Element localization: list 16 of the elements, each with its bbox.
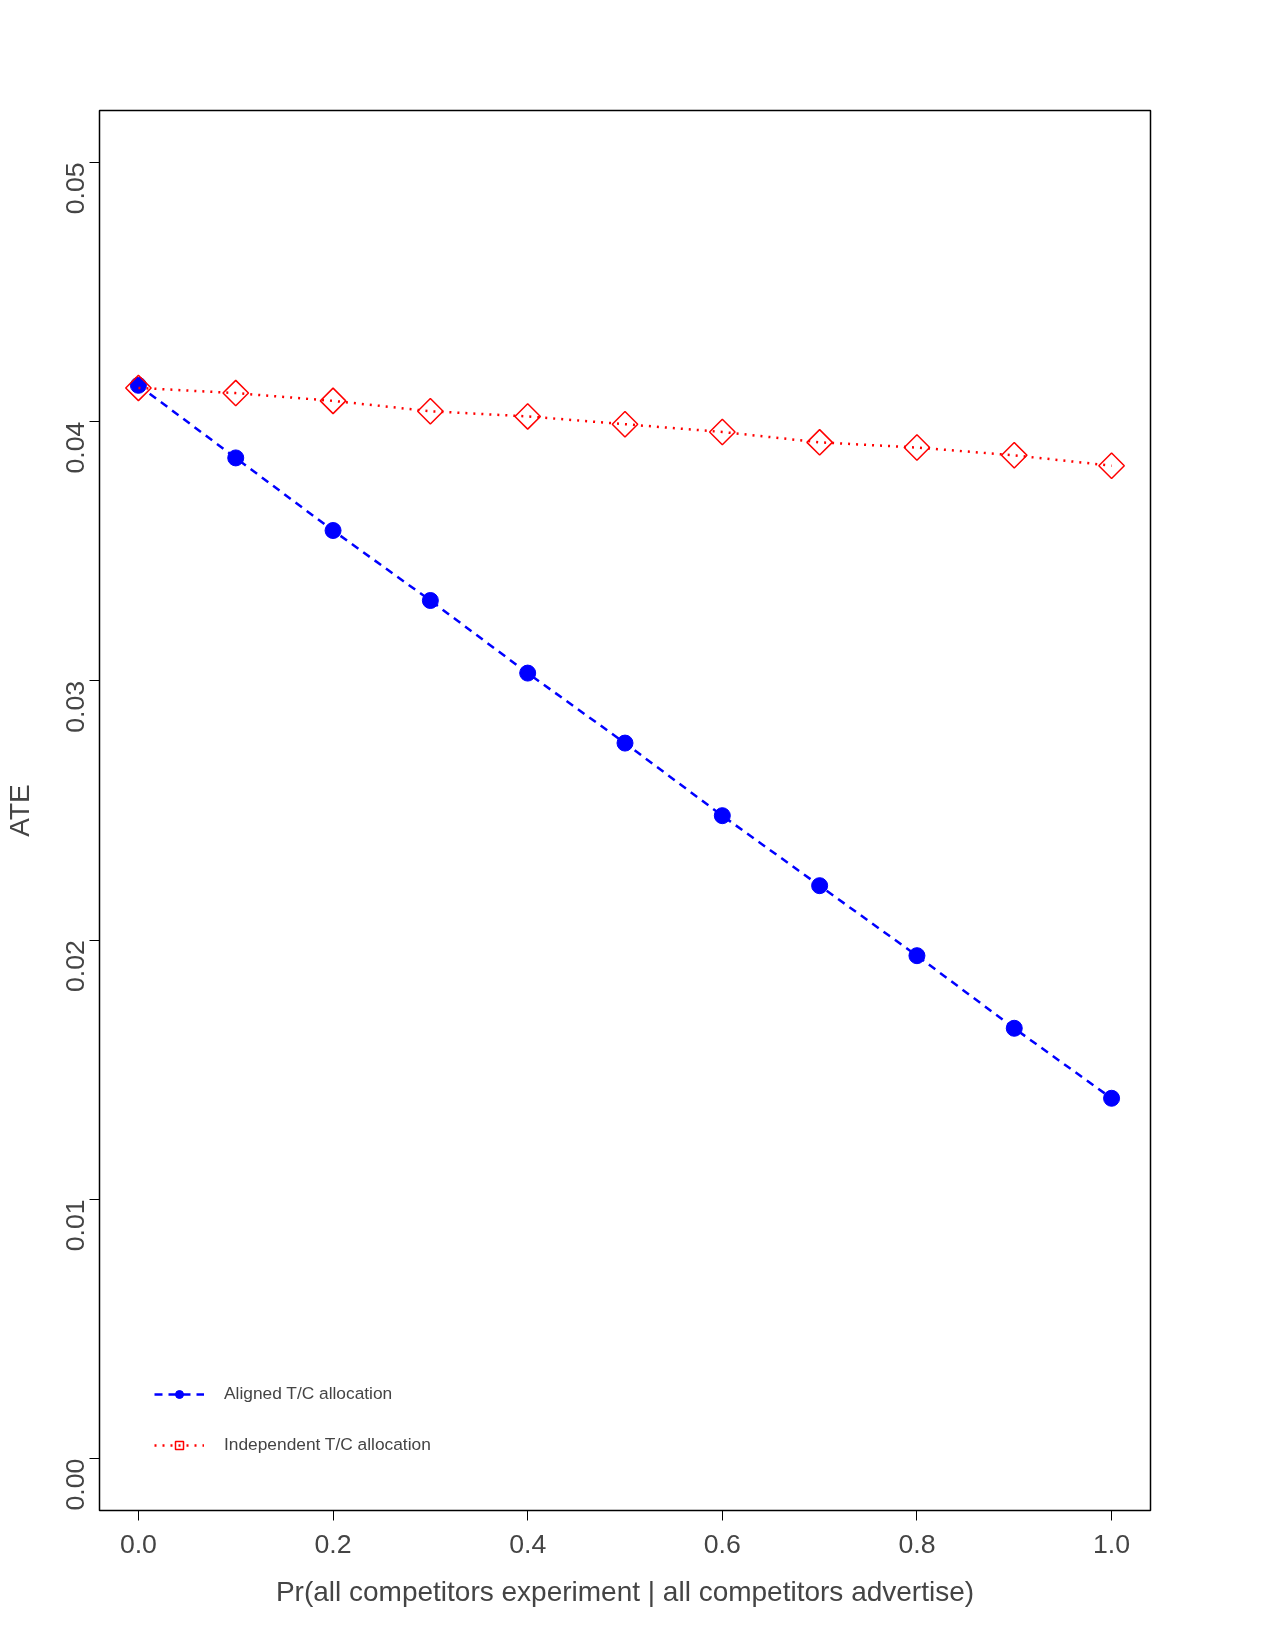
y-tick-label: 0.05 [60, 162, 91, 215]
x-tick-label: 0.4 [509, 1528, 547, 1559]
x-tick-label: 1.0 [1093, 1528, 1131, 1559]
x-tick-label: 0.8 [898, 1528, 936, 1559]
y-tick-label: 0.03 [60, 680, 91, 733]
y-tick-label: 0.04 [60, 421, 91, 474]
y-tick-label: 0.01 [60, 1199, 91, 1252]
y-tick-label: 0.00 [60, 1458, 91, 1511]
x-axis-title: Pr(all competitors experiment | all competitors advertise) [275, 1575, 975, 1607]
y-tick-label: 0.02 [60, 940, 91, 993]
legend-label: Aligned T/C allocation [224, 1383, 393, 1404]
y-axis-title: ATE [3, 784, 35, 837]
x-tick-label: 0.2 [314, 1528, 352, 1559]
x-tick-label: 0.0 [119, 1528, 157, 1559]
x-tick-label: 0.6 [703, 1528, 741, 1559]
legend-label: Independent T/C allocation [224, 1434, 431, 1455]
